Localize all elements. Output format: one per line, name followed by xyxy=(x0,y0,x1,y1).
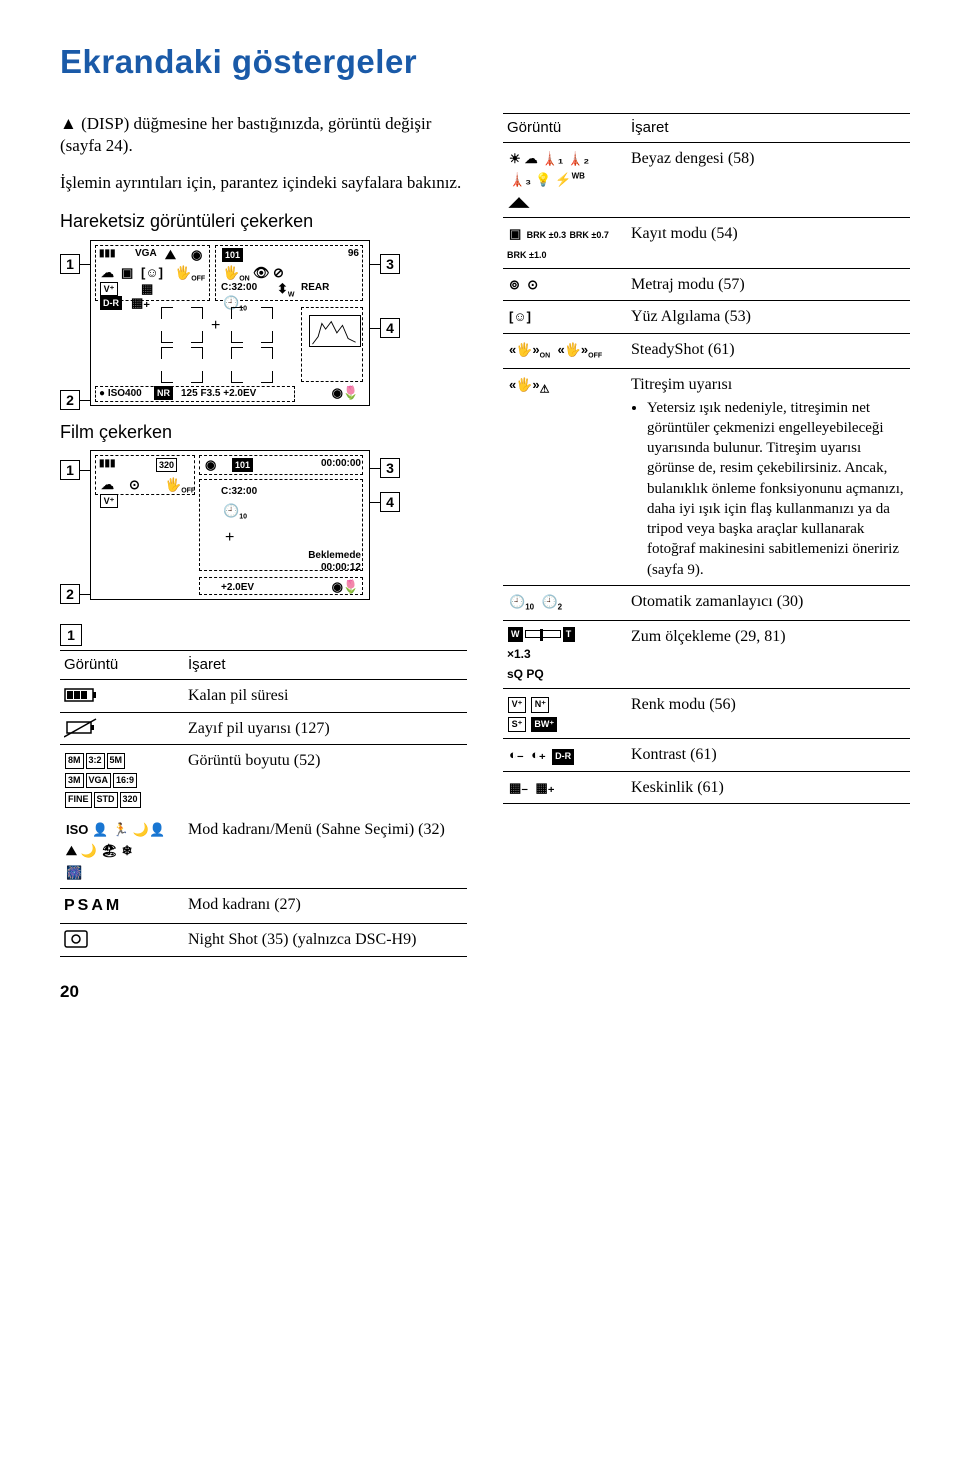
battery-desc: Kalan pil süresi xyxy=(184,680,467,713)
callout-1: 1 xyxy=(60,254,80,274)
vibration-icon: «🖐»⚠ xyxy=(503,369,627,586)
callout-movie-1: 1 xyxy=(60,460,80,480)
callout-movie-4: 4 xyxy=(380,492,400,512)
heading-movie: Film çekerken xyxy=(60,420,467,444)
heading-still: Hareketsiz görüntüleri çekerken xyxy=(60,209,467,233)
color-mode-icons: V⁺ N⁺ S⁺ BW⁺ xyxy=(503,689,627,739)
sharpness-icons: ▦₋ ▦₊ xyxy=(503,771,627,804)
indicator-table-2: Görüntü İşaret ☀☁🗼₁🗼₂ 🗼₃💡⚡WB ◢◣ Beyaz de… xyxy=(503,113,910,805)
face-detect-desc: Yüz Algılama (53) xyxy=(627,301,910,334)
nightshot-desc: Night Shot (35) (yalnızca DSC-H9) xyxy=(184,924,467,957)
sharpness-desc: Keskinlik (61) xyxy=(627,771,910,804)
histogram-icon xyxy=(309,315,361,347)
th-indicator-2: İşaret xyxy=(627,113,910,142)
callout-3: 3 xyxy=(380,254,400,274)
callout-2: 2 xyxy=(60,390,80,410)
steadyshot-icons: «🖐»ON «🖐»OFF xyxy=(503,333,627,368)
indicator-table-1: Görüntü İşaret Kalan pil süresi Zayıf pi… xyxy=(60,650,467,957)
callout-movie-2: 2 xyxy=(60,584,80,604)
face-detect-icon: [☺] xyxy=(503,301,627,334)
page-title: Ekrandaki göstergeler xyxy=(60,40,910,85)
steadyshot-desc: SteadyShot (61) xyxy=(627,333,910,368)
selftimer-desc: Otomatik zamanlayıcı (30) xyxy=(627,585,910,620)
image-size-icons: 8M3:25M 3MVGA16:9 FINESTD320 xyxy=(60,745,184,814)
battery-icon xyxy=(60,680,184,713)
zoom-icons: WT ×1.3 sQ PQ xyxy=(503,620,627,689)
zoom-desc: Zum ölçekleme (29, 81) xyxy=(627,620,910,689)
still-diagram: 1 2 3 4 ▮▮▮ VGA ⛰ ◉ 101 96 xyxy=(60,240,440,406)
image-size-desc: Görüntü boyutu (52) xyxy=(184,745,467,814)
meter-icons: ⊚ ⊙ xyxy=(503,268,627,301)
callout-4: 4 xyxy=(380,318,400,338)
wb-desc: Beyaz dengesi (58) xyxy=(627,142,910,218)
th-display: Görüntü xyxy=(60,650,184,679)
movie-diagram: 1 2 3 4 ▮▮▮ 320 ◉ 101 00:00:00 ☁ ⊙ 🖐OFF xyxy=(60,450,440,600)
intro-disp: ▲ (DISP) düğmesine her bastığınızda, gör… xyxy=(60,113,467,159)
contrast-desc: Kontrast (61) xyxy=(627,739,910,772)
low-battery-desc: Zayıf pil uyarısı (127) xyxy=(184,712,467,745)
rec-mode-icons: ▣ BRK ±0.3 BRK ±0.7 BRK ±1.0 xyxy=(503,218,627,269)
nightshot-icon xyxy=(60,924,184,957)
contrast-icons: ◐₋ ◐₊ D-R xyxy=(503,739,627,772)
th-display-2: Görüntü xyxy=(503,113,627,142)
th-indicator: İşaret xyxy=(184,650,467,679)
psam-desc: Mod kadranı (27) xyxy=(184,889,467,924)
vibration-note: Yetersiz ışık nedeniyle, titreşimin net … xyxy=(647,398,906,580)
intro-details: İşlemin ayrıntıları için, parantez içind… xyxy=(60,172,467,195)
vibration-desc: Titreşim uyarısı Yetersiz ışık nedeniyle… xyxy=(627,369,910,586)
wb-icons: ☀☁🗼₁🗼₂ 🗼₃💡⚡WB ◢◣ xyxy=(503,142,627,218)
mode-dial-icons: ISO👤🏃🌙👤 ⛰🌙🏖❄ 🎆 xyxy=(60,814,184,889)
color-mode-desc: Renk modu (56) xyxy=(627,689,910,739)
page-number: 20 xyxy=(60,981,910,1004)
meter-desc: Metraj modu (57) xyxy=(627,268,910,301)
selftimer-icons: 🕘10 🕘2 xyxy=(503,585,627,620)
callout-movie-3: 3 xyxy=(380,458,400,478)
psam-label: PSAM xyxy=(60,889,184,924)
mode-dial-desc: Mod kadranı/Menü (Sahne Seçimi) (32) xyxy=(184,814,467,889)
section-1-label: 1 xyxy=(60,624,82,646)
low-battery-icon xyxy=(60,712,184,745)
rec-mode-desc: Kayıt modu (54) xyxy=(627,218,910,269)
